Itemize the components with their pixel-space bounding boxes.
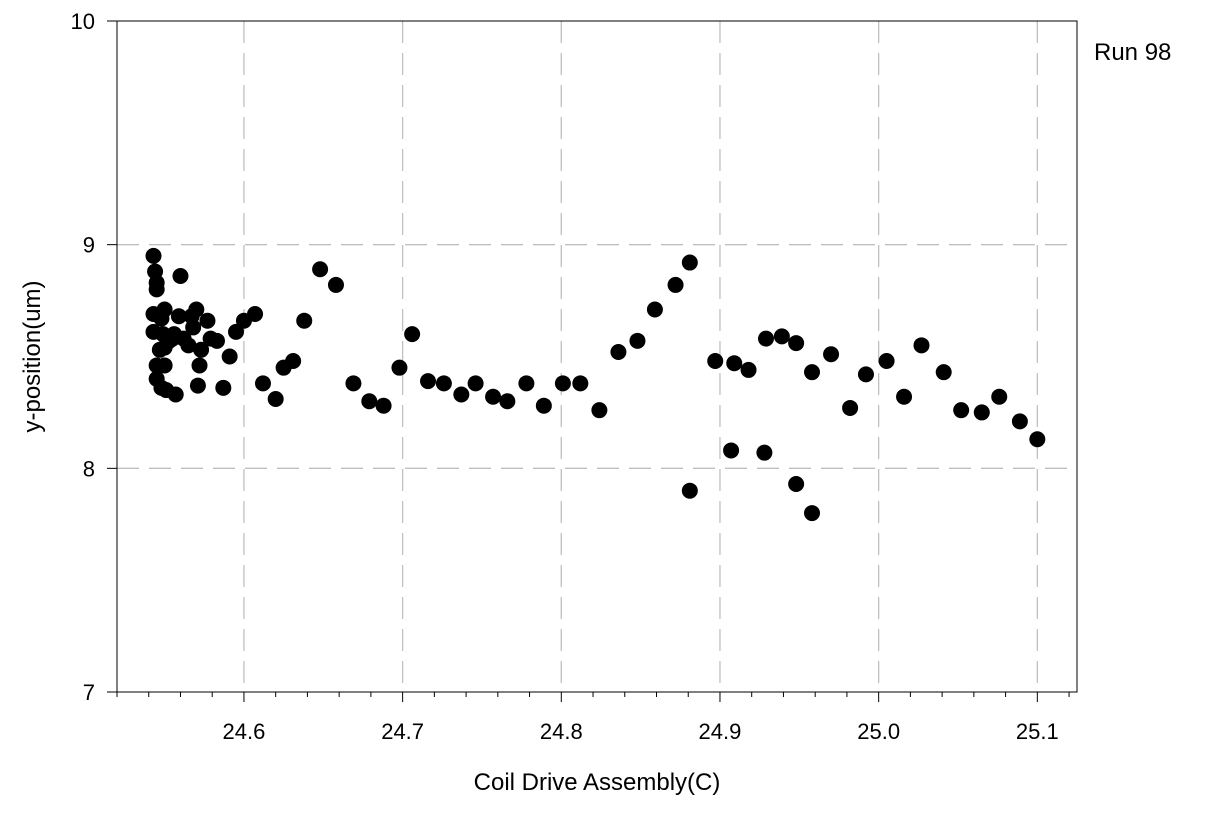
data-point <box>361 393 378 410</box>
y-tick-label: 9 <box>83 233 95 258</box>
data-point <box>788 475 805 492</box>
data-point <box>935 364 952 381</box>
data-point <box>804 364 821 381</box>
data-point <box>193 341 210 358</box>
data-point <box>629 332 646 349</box>
y-tick-label: 8 <box>83 456 95 481</box>
data-point <box>823 346 840 363</box>
data-point <box>180 337 197 354</box>
data-point <box>707 352 724 369</box>
data-point <box>215 379 232 396</box>
data-point <box>610 344 627 361</box>
data-point <box>156 357 173 374</box>
run-annotation: Run 98 <box>1094 39 1171 66</box>
x-tick-label: 25.0 <box>857 719 900 744</box>
data-point <box>327 276 344 293</box>
plot-area-frame <box>116 20 1078 693</box>
data-point <box>435 375 452 392</box>
data-point <box>167 386 184 403</box>
data-point <box>740 361 757 378</box>
data-point <box>188 301 205 318</box>
data-point <box>375 397 392 414</box>
axis-ticks: 24.6 24.7 24.8 24.9 25.0 25.1 7 8 9 10 <box>71 9 1070 744</box>
y-tick-label: 7 <box>83 680 95 705</box>
data-point <box>842 399 859 416</box>
data-point <box>591 402 608 419</box>
data-point <box>535 397 552 414</box>
data-point <box>554 375 571 392</box>
data-point <box>773 328 790 345</box>
data-point <box>267 390 284 407</box>
data-point <box>681 482 698 499</box>
data-point <box>170 308 187 325</box>
data-point <box>723 442 740 459</box>
data-point <box>667 276 684 293</box>
data-point <box>453 386 470 403</box>
data-point <box>404 326 421 343</box>
data-point <box>185 319 202 336</box>
x-tick-label: 24.9 <box>699 719 742 744</box>
y-axis-label: y-position(um) <box>19 280 46 432</box>
data-point <box>878 352 895 369</box>
x-tick-label: 24.7 <box>381 719 424 744</box>
y-tick-label: 10 <box>71 9 95 34</box>
data-point <box>148 281 165 298</box>
x-tick-label: 24.8 <box>540 719 583 744</box>
data-point <box>991 388 1008 405</box>
data-point <box>499 393 516 410</box>
data-point <box>485 388 502 405</box>
grid-lines <box>117 21 1077 692</box>
data-point <box>391 359 408 376</box>
x-tick-label: 25.1 <box>1016 719 1059 744</box>
data-point <box>518 375 535 392</box>
data-point <box>189 377 206 394</box>
data-point <box>191 357 208 374</box>
data-point <box>1011 413 1028 430</box>
data-point <box>254 375 271 392</box>
data-point <box>572 375 589 392</box>
data-point <box>345 375 362 392</box>
data-point <box>247 306 264 323</box>
data-point <box>857 366 874 383</box>
data-point <box>804 505 821 522</box>
data-point <box>973 404 990 421</box>
data-point <box>756 444 773 461</box>
data-point <box>420 373 437 390</box>
data-point <box>788 335 805 352</box>
data-point <box>646 301 663 318</box>
data-point <box>172 267 189 284</box>
data-point <box>913 337 930 354</box>
data-points <box>145 247 1046 522</box>
data-point <box>156 301 173 318</box>
data-point <box>312 261 329 278</box>
data-point <box>221 348 238 365</box>
data-point <box>681 254 698 271</box>
data-point <box>726 355 743 372</box>
data-point <box>228 323 245 340</box>
data-point <box>953 402 970 419</box>
x-axis-label: Coil Drive Assembly(C) <box>474 769 721 796</box>
data-point <box>208 332 225 349</box>
data-point <box>145 247 162 264</box>
x-tick-label: 24.6 <box>223 719 266 744</box>
data-point <box>467 375 484 392</box>
data-point <box>296 312 313 329</box>
data-point <box>285 352 302 369</box>
data-point <box>896 388 913 405</box>
data-point <box>1029 431 1046 448</box>
data-point <box>199 312 216 329</box>
data-point <box>757 330 774 347</box>
